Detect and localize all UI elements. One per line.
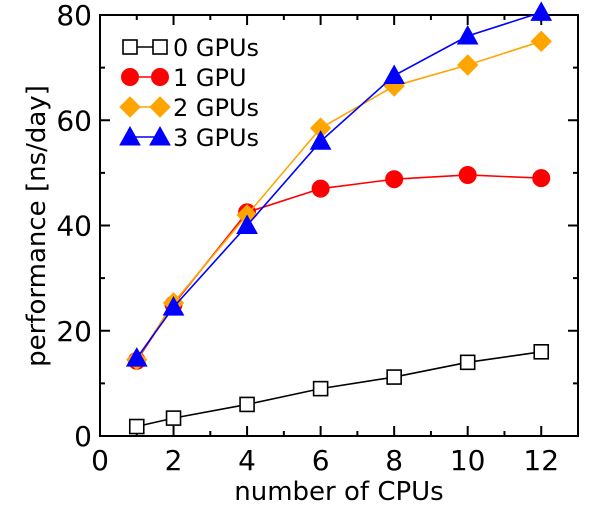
data-point — [530, 1, 553, 21]
series-line — [136, 174, 542, 362]
y-tick-label: 20 — [56, 315, 92, 348]
series-1-gpu — [127, 165, 551, 370]
data-point — [239, 396, 255, 413]
y-tick-label: 40 — [56, 210, 92, 243]
data-point — [459, 354, 476, 371]
data-point — [383, 64, 406, 85]
data-point — [533, 343, 550, 360]
legend-label: 1 GPU — [173, 64, 247, 92]
data-point — [309, 130, 332, 150]
y-axis-title: performance [ns/day] — [22, 85, 52, 367]
legend-label: 2 GPUs — [173, 94, 259, 122]
data-point — [456, 25, 479, 45]
y-tick-label: 60 — [56, 104, 92, 137]
axis-tick-labels: 0 2 4 6 8 10 12 0 20 40 60 80 — [56, 0, 559, 477]
series-line — [136, 351, 542, 428]
data-point — [311, 179, 330, 198]
x-tick-label: 4 — [238, 444, 256, 477]
series-0-gpus — [128, 343, 550, 435]
y-tick-label: 80 — [56, 0, 92, 32]
legend-label: 0 GPUs — [173, 34, 259, 62]
legend-marker — [149, 96, 171, 118]
data-point — [128, 418, 145, 435]
data-point — [458, 165, 477, 184]
legend-label: 3 GPUs — [173, 124, 259, 152]
series-layer — [125, 1, 553, 435]
x-tick-label: 0 — [91, 444, 109, 477]
x-tick-label: 6 — [312, 444, 330, 477]
legend-marker — [149, 125, 171, 146]
legend-marker — [151, 68, 169, 86]
data-point — [456, 54, 479, 76]
data-point — [162, 296, 185, 316]
data-point — [385, 170, 404, 189]
x-tick-label: 12 — [523, 444, 559, 477]
x-tick-label: 2 — [165, 444, 183, 477]
x-tick-label: 8 — [385, 444, 403, 477]
data-point — [532, 169, 551, 188]
data-point — [386, 369, 402, 385]
data-point — [530, 30, 552, 53]
data-point — [125, 347, 148, 367]
plot-frame — [99, 14, 579, 437]
series-3-gpus — [125, 1, 553, 367]
axis-ticks — [99, 14, 579, 437]
legend-marker — [119, 96, 141, 118]
data-point — [312, 380, 329, 397]
legend-marker — [122, 39, 138, 55]
x-axis-title: number of CPUs — [234, 477, 443, 507]
plot-area-border — [99, 14, 579, 437]
y-tick-label: 0 — [74, 420, 92, 453]
data-point — [165, 410, 182, 426]
legend-marker — [152, 39, 168, 55]
legend-marker — [119, 125, 141, 146]
data-point — [236, 214, 258, 234]
x-tick-label: 10 — [450, 444, 486, 477]
legend-marker — [121, 68, 139, 86]
